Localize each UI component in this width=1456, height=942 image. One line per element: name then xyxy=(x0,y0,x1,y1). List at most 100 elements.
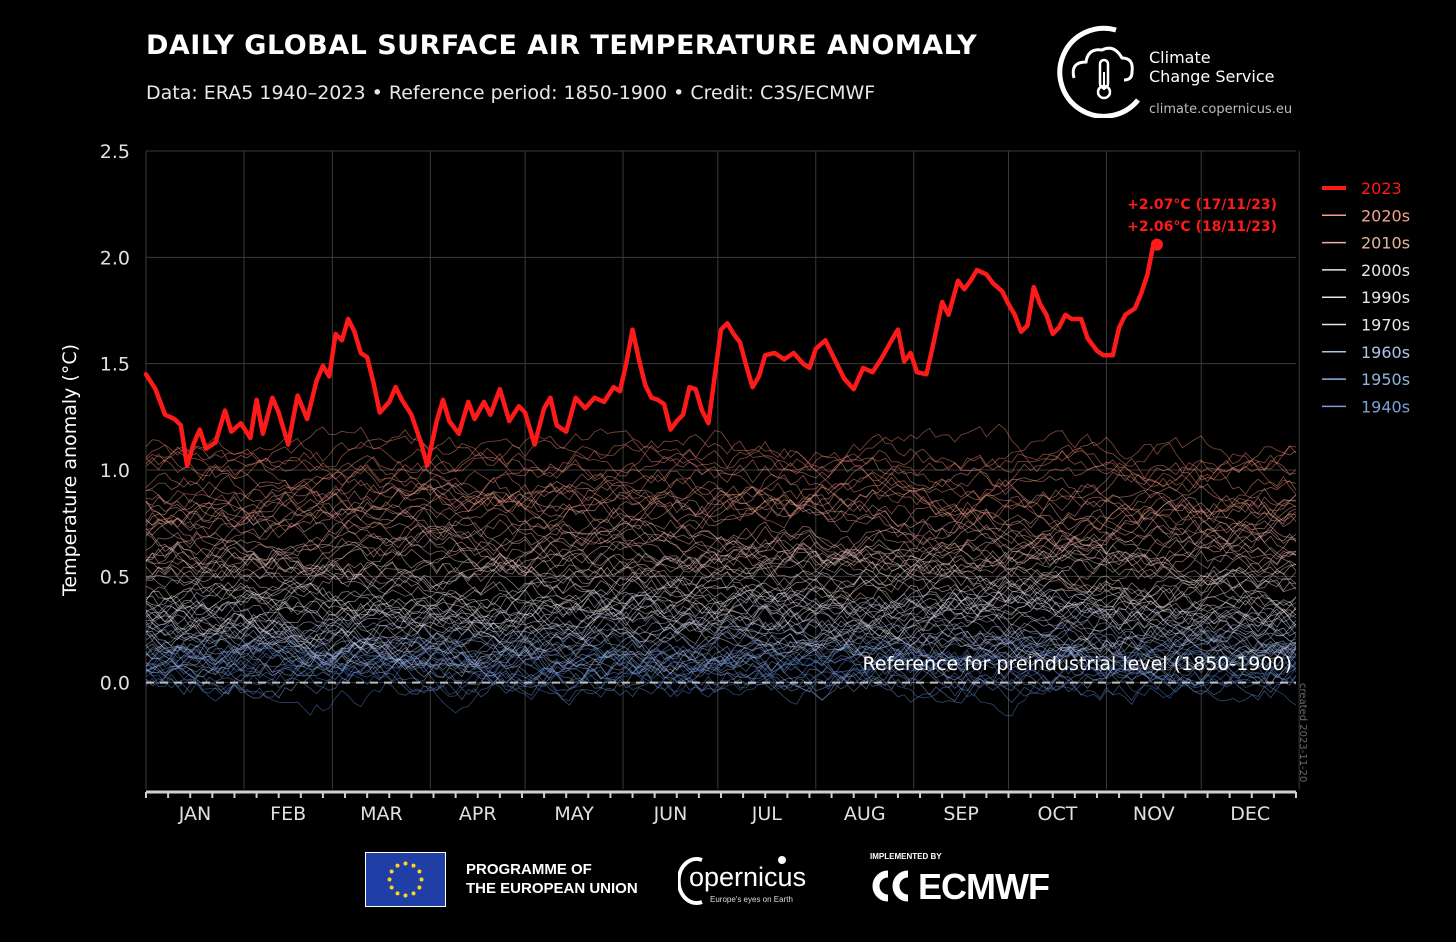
series-line-1989 xyxy=(145,561,1297,616)
series-line-2013 xyxy=(145,482,1297,540)
series-line-1997 xyxy=(145,521,1297,590)
series-line-2015 xyxy=(145,441,1297,516)
reference-annotation: Reference for preindustrial level (1850-… xyxy=(863,653,1292,675)
eu-program-line1: PROGRAMME OF xyxy=(466,861,592,878)
legend-label: 1950s xyxy=(1361,370,1410,389)
copernicus-name: opernicus xyxy=(689,862,807,892)
c3s-name-line1: Climate xyxy=(1149,48,1211,67)
series-line-2004 xyxy=(145,509,1297,573)
series-line-1969 xyxy=(145,605,1297,654)
series-line-1965 xyxy=(145,617,1297,676)
series-line-1956 xyxy=(145,632,1297,702)
series-line-1983 xyxy=(145,576,1297,633)
y-tick-label: 0.0 xyxy=(100,673,130,695)
series-line-2023 xyxy=(143,240,1160,468)
implemented-by-label: IMPLEMENTED BY xyxy=(870,852,942,861)
y-tick-label: 2.0 xyxy=(100,247,130,269)
ecmwf-name: ECMWF xyxy=(918,866,1050,907)
series-line-1982 xyxy=(145,572,1297,638)
series-line-2010 xyxy=(145,456,1297,539)
eu-star-icon xyxy=(411,863,416,868)
y-tick-label: 1.5 xyxy=(100,354,130,376)
x-tick-label: AUG xyxy=(844,803,886,825)
eu-star-icon xyxy=(419,877,424,882)
series-line-1948 xyxy=(145,651,1297,706)
series-line-2006 xyxy=(145,489,1297,550)
series-line-1950 xyxy=(145,634,1297,697)
c3s-logo-icon xyxy=(1057,25,1140,118)
series-line-2017 xyxy=(145,472,1297,531)
series-line-2019 xyxy=(145,444,1297,499)
eu-star-icon xyxy=(389,885,394,890)
series-2023-endpoint xyxy=(1150,238,1163,251)
eu-star-icon xyxy=(387,877,392,882)
series-line-1975 xyxy=(145,601,1297,681)
x-tick-label: APR xyxy=(459,803,497,825)
x-tick-label: FEB xyxy=(270,803,306,825)
series-line-2021 xyxy=(145,430,1297,492)
series-line-1952 xyxy=(145,622,1297,684)
x-tick-label: MAY xyxy=(554,803,594,825)
eu-star-icon xyxy=(417,885,422,890)
eu-star-icon xyxy=(395,891,400,896)
chart-title: DAILY GLOBAL SURFACE AIR TEMPERATURE ANO… xyxy=(146,30,978,61)
eu-program-text: PROGRAMME OF THE EUROPEAN UNION xyxy=(466,860,638,898)
eu-star-icon xyxy=(403,861,408,866)
legend-label: 2020s xyxy=(1361,206,1410,225)
legend-label: 1970s xyxy=(1361,316,1410,335)
ecmwf-logo-icon xyxy=(872,870,909,902)
y-tick-label: 0.5 xyxy=(100,566,130,588)
eu-star-icon xyxy=(417,869,422,874)
legend-label: 2023 xyxy=(1361,179,1402,198)
series-line-1976 xyxy=(145,600,1297,663)
legend-label: 2000s xyxy=(1361,261,1410,280)
series-line-2009 xyxy=(145,489,1297,552)
x-tick-label: JUN xyxy=(653,803,688,825)
legend-label: 2010s xyxy=(1361,234,1410,253)
series-line-1999 xyxy=(145,524,1297,570)
series-line-2022 xyxy=(145,423,1297,486)
y-tick-label: 1.0 xyxy=(100,460,130,482)
copernicus-logo-icon xyxy=(678,856,786,905)
series-line-2007 xyxy=(145,486,1297,544)
series-line-1947 xyxy=(145,635,1297,692)
series-line-1986 xyxy=(145,565,1297,632)
eu-flag-icon xyxy=(365,852,446,907)
series-line-2014 xyxy=(145,461,1297,516)
chart-subtitle: Data: ERA5 1940–2023 • Reference period:… xyxy=(146,82,876,104)
c3s-service-name: Climate Change Service xyxy=(1149,48,1274,86)
peak-annotation-1: +2.07°C (17/11/23) xyxy=(1127,197,1277,213)
legend-label: 1990s xyxy=(1361,288,1410,307)
series-line-2018 xyxy=(145,426,1297,489)
series-line-1981 xyxy=(145,563,1297,620)
c3s-url: climate.copernicus.eu xyxy=(1149,102,1293,117)
x-tick-label: SEP xyxy=(943,803,979,825)
series-line-1985 xyxy=(145,566,1297,633)
series-line-1980 xyxy=(145,572,1297,626)
legend-label: 1940s xyxy=(1361,397,1410,416)
series-line-2012 xyxy=(145,474,1297,545)
series-line-1974 xyxy=(145,597,1297,658)
series-line-1960 xyxy=(145,638,1297,689)
series-line-1998 xyxy=(145,527,1297,583)
x-tick-label: JAN xyxy=(178,803,211,825)
x-tick-label: NOV xyxy=(1133,803,1175,825)
x-tick-label: DEC xyxy=(1230,803,1270,825)
eu-program-line2: THE EUROPEAN UNION xyxy=(466,880,638,897)
series-line-1957 xyxy=(145,625,1297,688)
series-line-2001 xyxy=(145,506,1297,568)
series-line-1996 xyxy=(145,539,1297,601)
eu-star-icon xyxy=(389,869,394,874)
y-axis-label: Temperature anomaly (°C) xyxy=(59,344,81,597)
series-line-1962 xyxy=(145,612,1297,673)
legend-label: 1960s xyxy=(1361,343,1410,362)
series-line-2002 xyxy=(145,503,1297,557)
series-line-1993 xyxy=(145,541,1297,597)
series-line-1984 xyxy=(145,570,1297,622)
eu-star-icon xyxy=(411,891,416,896)
eu-star-icon xyxy=(395,863,400,868)
background-years-group xyxy=(145,423,1297,717)
series-line-1959 xyxy=(145,618,1297,675)
series-line-1954 xyxy=(145,638,1296,693)
